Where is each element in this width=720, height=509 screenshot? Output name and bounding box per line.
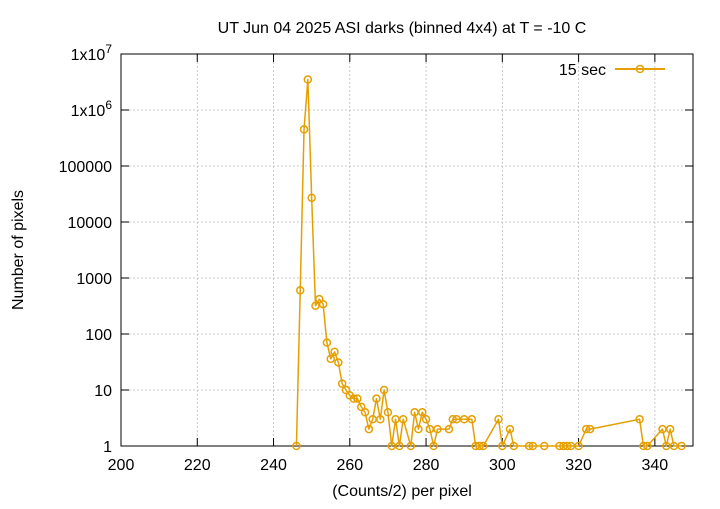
y-axis-label: Number of pixels	[10, 190, 27, 310]
data-point	[505, 424, 515, 434]
data-point	[299, 125, 309, 134]
legend: 15 sec	[559, 62, 665, 79]
x-tick-label: 240	[260, 457, 287, 474]
data-point	[337, 379, 347, 388]
data-point	[475, 441, 484, 451]
data-point	[353, 394, 362, 403]
data-point	[322, 338, 332, 347]
data-point	[498, 441, 507, 451]
data-point	[295, 286, 305, 295]
plot-frame	[120, 53, 694, 447]
x-tick-label: 300	[489, 457, 516, 474]
y-tick-label: 1x106	[71, 98, 113, 120]
data-point	[642, 441, 652, 451]
data-point	[341, 385, 351, 395]
y-tick-label: 1	[103, 439, 112, 456]
data-point	[418, 408, 427, 417]
data-point	[398, 415, 408, 424]
y-tick-label: 100	[85, 327, 112, 344]
data-point	[356, 402, 366, 412]
data-point	[360, 408, 370, 417]
data-point	[639, 441, 648, 451]
data-point	[307, 193, 316, 203]
data-point	[406, 441, 416, 451]
x-tick-label: 260	[336, 457, 363, 474]
data-point	[292, 441, 301, 451]
data-point	[414, 424, 423, 434]
data-point	[444, 424, 454, 434]
data-point	[448, 415, 458, 424]
y-tick-label: 1x107	[71, 42, 113, 64]
data-point	[318, 299, 328, 309]
data-point	[677, 441, 686, 451]
series-layer	[292, 75, 686, 451]
data-point	[509, 441, 519, 451]
x-tick-label: 340	[642, 457, 669, 474]
data-point	[581, 424, 591, 434]
data-point	[303, 75, 313, 84]
series-line	[295, 78, 682, 447]
data-point	[479, 441, 488, 451]
y-tick-label: 1000	[76, 271, 112, 288]
data-point	[383, 408, 393, 417]
y-tick-label: 100000	[59, 159, 112, 176]
data-point	[376, 415, 385, 424]
data-point	[364, 424, 374, 434]
data-point	[433, 424, 442, 434]
data-point	[349, 394, 358, 403]
x-tick-label: 220	[184, 457, 211, 474]
data-point	[524, 441, 534, 451]
data-point	[467, 415, 477, 424]
data-point	[372, 394, 381, 403]
data-point	[574, 441, 583, 451]
x-axis-label: (Counts/2) per pixel	[332, 483, 472, 500]
legend-marker	[635, 64, 645, 74]
data-point	[421, 415, 431, 424]
legend-label: 15 sec	[559, 62, 606, 79]
data-point	[379, 385, 389, 395]
ticks-layer: 200 220 240 260 280 300 320 340 1 10 100 1000 10000 1…	[59, 42, 693, 474]
data-point	[528, 441, 538, 451]
data-point	[334, 358, 343, 367]
data-point	[562, 441, 572, 451]
y-tick-label: 10	[94, 383, 112, 400]
data-point	[494, 415, 503, 424]
x-tick-label: 320	[565, 457, 592, 474]
x-tick-label: 280	[413, 457, 440, 474]
grid-layer	[121, 54, 693, 446]
x-tick-label: 200	[108, 457, 135, 474]
data-point	[326, 354, 335, 364]
data-point	[585, 424, 595, 434]
chart-title: UT Jun 04 2025 ASI darks (binned 4x4) at…	[218, 20, 587, 37]
data-point	[429, 441, 438, 451]
data-point	[330, 347, 339, 357]
data-point	[665, 424, 675, 434]
data-point	[635, 415, 644, 424]
y-tick-label: 10000	[68, 215, 113, 232]
data-point	[395, 441, 404, 451]
data-point	[311, 301, 320, 310]
data-point	[540, 441, 549, 451]
